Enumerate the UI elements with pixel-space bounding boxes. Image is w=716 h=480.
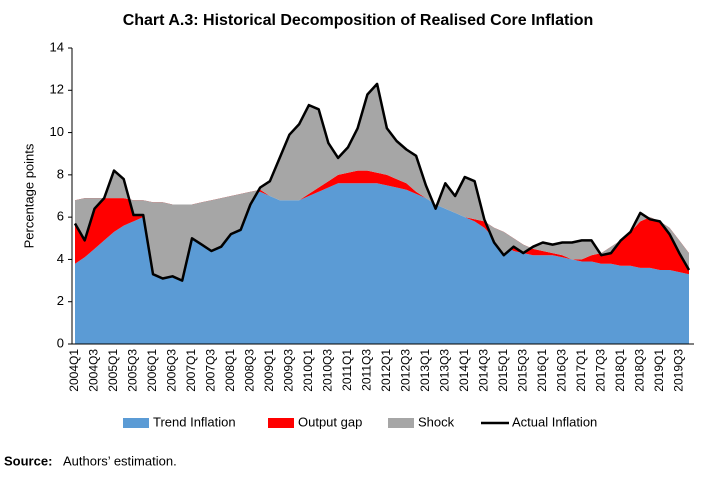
x-tick-label: 2004Q3 [87,349,101,392]
x-tick-label: 2013Q3 [437,349,451,392]
y-tick-label: 0 [57,335,64,350]
x-tick-label: 2011Q1 [340,349,354,391]
y-tick-label: 2 [57,293,64,308]
x-tick-label: 2019Q1 [652,349,666,392]
x-tick-label: 2008Q3 [243,349,257,392]
source-text: Authors’ estimation. [63,453,177,468]
x-tick-label: 2017Q3 [593,349,607,392]
x-tick-label: 2012Q1 [379,349,393,392]
x-tick-label: 2006Q1 [145,349,159,392]
x-tick-label: 2005Q3 [126,349,140,392]
y-tick-label: 10 [50,124,64,139]
x-tick-label: 2011Q3 [360,349,374,391]
x-tick-label: 2014Q1 [457,349,471,392]
y-tick-label: 14 [50,39,64,54]
chart-title: Chart A.3: Historical Decomposition of R… [123,12,594,29]
x-tick-label: 2007Q1 [184,349,198,392]
y-tick-label: 6 [57,209,64,224]
x-tick-label: 2018Q3 [632,349,646,392]
x-tick-label: 2004Q1 [67,349,81,392]
y-axis-label: Percentage points [21,143,36,248]
x-tick-label: 2015Q3 [515,349,529,392]
x-tick-label: 2007Q3 [204,349,218,392]
x-tick-label: 2010Q1 [301,349,315,392]
x-tick-label: 2009Q3 [282,349,296,392]
legend-label: Trend Inflation [153,414,236,429]
legend-label: Actual Inflation [512,414,597,429]
legend-label: Shock [418,414,455,429]
y-tick-label: 4 [57,251,64,266]
y-tick-label: 12 [50,82,64,97]
x-tick-label: 2015Q1 [496,349,510,392]
source-label: Source: [4,453,52,468]
x-tick-label: 2019Q3 [671,349,685,392]
legend-swatch [388,418,414,428]
x-tick-label: 2013Q1 [418,349,432,392]
legend-label: Output gap [298,414,362,429]
x-tick-label: 2012Q3 [399,349,413,392]
x-tick-label: 2018Q1 [613,349,627,392]
x-tick-label: 2016Q3 [554,349,568,392]
x-tick-label: 2009Q1 [262,349,276,392]
x-tick-label: 2005Q1 [106,349,120,392]
x-tick-label: 2014Q3 [476,349,490,392]
x-tick-label: 2017Q1 [574,349,588,392]
x-tick-label: 2008Q1 [223,349,237,392]
legend-swatch [123,418,149,428]
x-tick-label: 2006Q3 [165,349,179,392]
area [75,83,689,281]
x-tick-label: 2016Q1 [535,349,549,392]
x-tick-label: 2010Q3 [321,349,335,392]
line [73,82,691,282]
y-tick-label: 8 [57,166,64,181]
area [75,170,689,275]
legend-swatch [268,418,294,428]
